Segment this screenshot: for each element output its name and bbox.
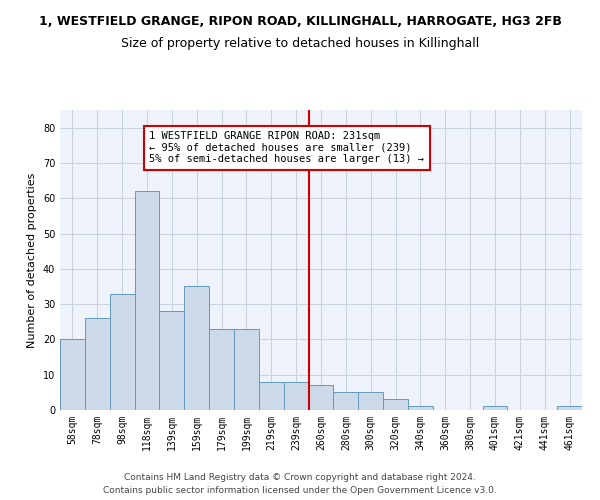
Bar	[134, 191, 160, 410]
Bar	[160, 311, 184, 410]
Bar	[383, 400, 408, 410]
Bar	[482, 406, 508, 410]
Bar	[234, 329, 259, 410]
Y-axis label: Number of detached properties: Number of detached properties	[27, 172, 37, 348]
Bar	[85, 318, 110, 410]
Bar	[110, 294, 134, 410]
Text: 1 WESTFIELD GRANGE RIPON ROAD: 231sqm
← 95% of detached houses are smaller (239): 1 WESTFIELD GRANGE RIPON ROAD: 231sqm ← …	[149, 131, 424, 164]
Text: Contains public sector information licensed under the Open Government Licence v3: Contains public sector information licen…	[103, 486, 497, 495]
Bar	[334, 392, 358, 410]
Bar	[557, 406, 582, 410]
Bar	[284, 382, 308, 410]
Bar	[358, 392, 383, 410]
Bar	[259, 382, 284, 410]
Text: 1, WESTFIELD GRANGE, RIPON ROAD, KILLINGHALL, HARROGATE, HG3 2FB: 1, WESTFIELD GRANGE, RIPON ROAD, KILLING…	[38, 15, 562, 28]
Bar	[408, 406, 433, 410]
Bar	[308, 386, 334, 410]
Bar	[209, 329, 234, 410]
Text: Size of property relative to detached houses in Killinghall: Size of property relative to detached ho…	[121, 38, 479, 51]
Text: Contains HM Land Registry data © Crown copyright and database right 2024.: Contains HM Land Registry data © Crown c…	[124, 472, 476, 482]
Bar	[184, 286, 209, 410]
Bar	[60, 340, 85, 410]
